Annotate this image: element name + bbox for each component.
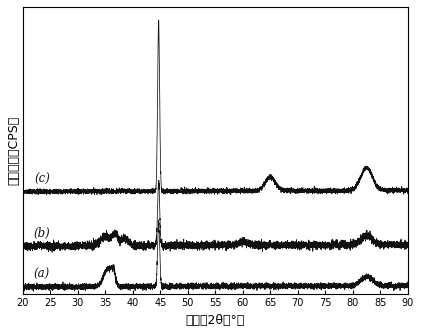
X-axis label: 衍射角2θ（°）: 衍射角2θ（°） <box>186 314 245 327</box>
Text: (a): (a) <box>34 268 50 281</box>
Y-axis label: 衍射强度（CPS）: 衍射强度（CPS） <box>7 116 20 185</box>
Text: (b): (b) <box>34 227 51 240</box>
Text: (c): (c) <box>34 173 50 186</box>
